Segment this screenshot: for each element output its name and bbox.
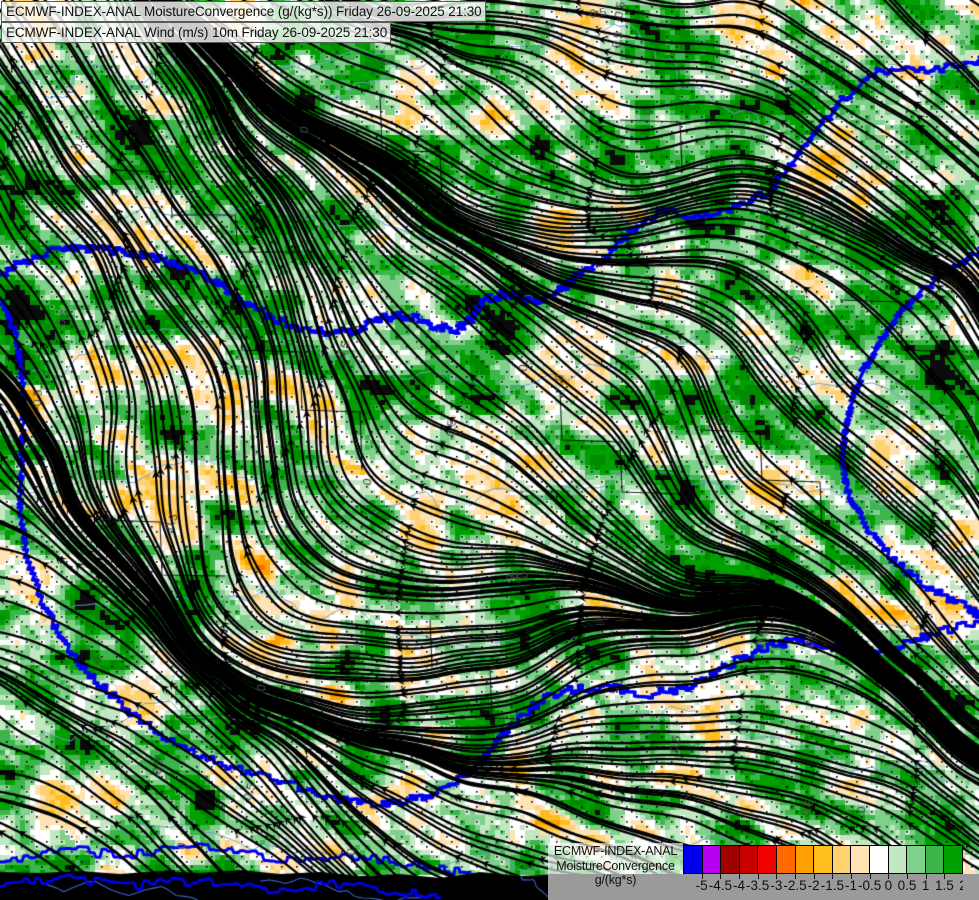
colorbar-tick bbox=[813, 874, 815, 879]
colorbar-swatch bbox=[869, 846, 889, 873]
legend-caption: ECMWF-INDEX-ANAL MoistureConvergence g/(… bbox=[548, 843, 683, 900]
colorbar-tick bbox=[832, 874, 834, 879]
colorbar-tick-label: -5 bbox=[695, 878, 708, 893]
colorbar-tick-label: -3.5 bbox=[746, 878, 770, 893]
legend-label-background bbox=[548, 843, 683, 874]
colorbar-tick-label: 0.5 bbox=[897, 878, 917, 893]
colorbar-swatch bbox=[758, 846, 777, 873]
colorbar-tick-label: -3 bbox=[770, 878, 783, 893]
colorbar-tick bbox=[795, 874, 796, 879]
legend-panel: ECMWF-INDEX-ANAL MoistureConvergence g/(… bbox=[548, 843, 979, 900]
colorbar-tick-area-filler bbox=[963, 874, 979, 900]
colorbar-tick-label: -0.5 bbox=[858, 878, 882, 893]
colorbar-swatch bbox=[814, 846, 833, 873]
colorbar-tick bbox=[851, 874, 852, 879]
colorbar-tick bbox=[944, 874, 946, 879]
colorbar-tick-label: 0 bbox=[884, 878, 893, 893]
colorbar-tick bbox=[925, 874, 927, 879]
colorbar-tick-label: -1.5 bbox=[820, 878, 844, 893]
colorbar-swatch bbox=[684, 846, 703, 873]
colorbar-tick-label: -2 bbox=[807, 878, 820, 893]
colorbar-swatch bbox=[907, 846, 926, 873]
colorbar-tick-label: 1.5 bbox=[934, 878, 954, 893]
colorbar-swatch bbox=[925, 846, 945, 873]
colorbar-tick-label: -1 bbox=[844, 878, 858, 893]
colorbar-swatch bbox=[795, 846, 815, 873]
colorbar-tick bbox=[907, 874, 908, 879]
colorbar-tick bbox=[869, 874, 871, 879]
colorbar-swatch bbox=[851, 846, 870, 873]
colorbar-tick bbox=[888, 874, 890, 879]
colorbar-swatch bbox=[888, 846, 908, 873]
colorbar-tick bbox=[739, 874, 740, 879]
colorbar-swatch bbox=[721, 846, 740, 873]
colorbar-swatch bbox=[739, 846, 759, 873]
colorbar-tick-label: -4 bbox=[732, 878, 746, 893]
colorbar-tick bbox=[757, 874, 759, 879]
legend-units: g/(kg*s) bbox=[594, 873, 637, 888]
colorbar-swatch bbox=[944, 846, 962, 873]
colorbar-tick-label: -4.5 bbox=[708, 878, 732, 893]
colorbar-tick bbox=[701, 874, 703, 879]
colorbar-swatch bbox=[702, 846, 722, 873]
colorbar-ticks: -5-4.5-4-3.5-3-2.5-2-1.5-1-0.500.511.52 bbox=[683, 874, 967, 900]
colorbar-tick-label: -2.5 bbox=[783, 878, 807, 893]
colorbar-tick-label: 1 bbox=[921, 878, 930, 893]
colorbar-tick bbox=[776, 874, 778, 879]
colorbar-swatch bbox=[832, 846, 852, 873]
legend-model-name: ECMWF-INDEX-ANAL bbox=[553, 844, 678, 858]
colorbar[interactable] bbox=[683, 845, 963, 874]
colorbar-swatch bbox=[776, 846, 796, 873]
colorbar-tick bbox=[720, 874, 722, 879]
title-wind: ECMWF-INDEX-ANAL Wind (m/s) 10m Friday 2… bbox=[1, 22, 392, 43]
legend-parameter-name: MoistureConvergence bbox=[556, 858, 675, 873]
title-moisture-convergence: ECMWF-INDEX-ANAL MoistureConvergence (g/… bbox=[1, 1, 486, 22]
